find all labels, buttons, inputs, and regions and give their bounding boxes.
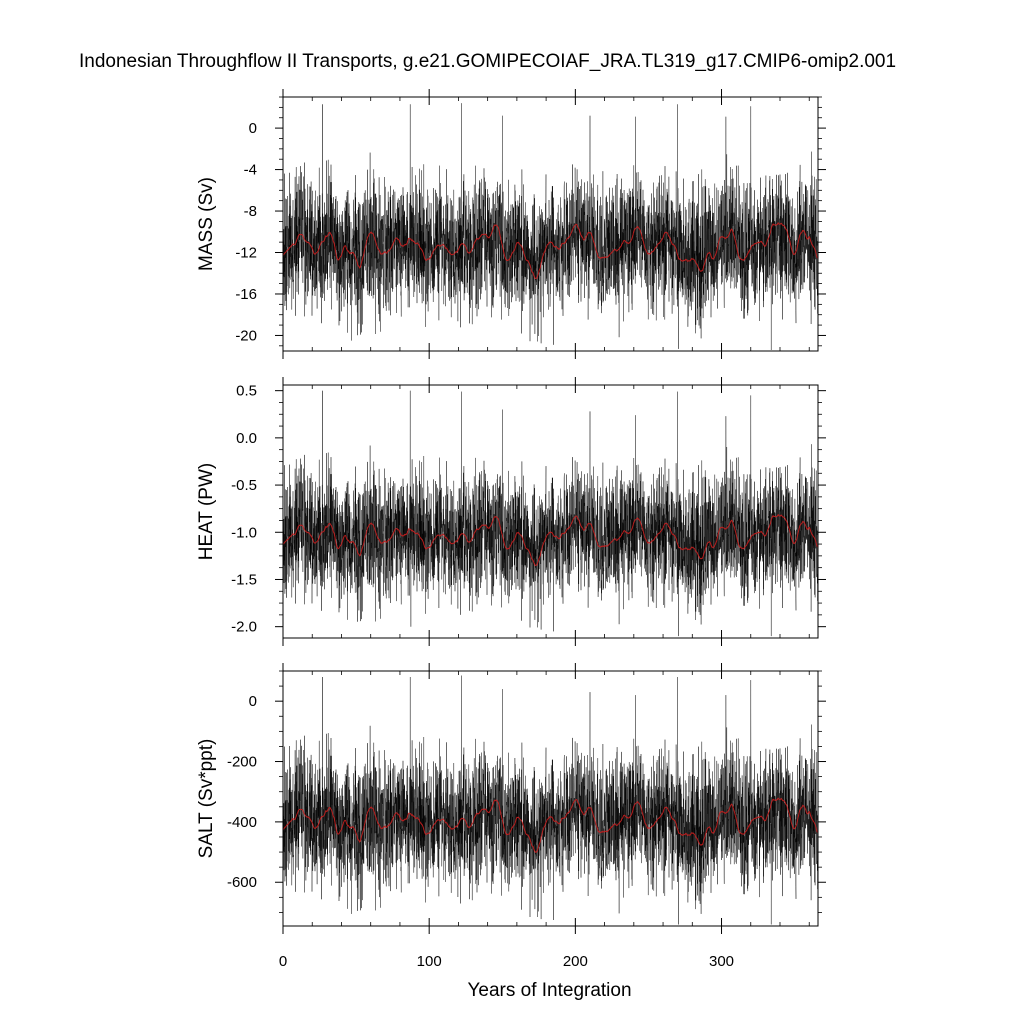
raw-series-line [282, 675, 819, 925]
chart-panel-2: 0.5 0.0 -0.5 -1.0 -1.5 -2.0 HEAT (PW) [196, 377, 826, 646]
y-tick-label: -4 [244, 162, 257, 179]
y-tick-label: -400 [227, 814, 257, 831]
y-tick-label: 0.0 [236, 430, 257, 447]
y-tick-label: -1.0 [231, 524, 257, 541]
y-tick-label: -20 [235, 327, 257, 344]
y-tick-label: -16 [235, 286, 257, 303]
y-tick-label: -0.5 [231, 477, 257, 494]
chart-panel-3: 0 -200 -400 -600 0 100 200 300 SALT (Sv*ppt) Year… [196, 663, 826, 1001]
smoothed-series-line [282, 797, 819, 853]
x-tick-label: 0 [279, 953, 287, 970]
y-tick-label: -8 [244, 203, 257, 220]
y-tick-label: -1.5 [231, 571, 257, 588]
x-tick-label: 100 [417, 953, 442, 970]
raw-series-line [282, 390, 819, 637]
y-tick-label: -600 [227, 874, 257, 891]
smoothed-series-line [283, 513, 819, 567]
x-tick-label: 300 [709, 953, 734, 970]
smoothed-series-line [283, 222, 819, 280]
y-tick-label: -12 [235, 245, 257, 262]
x-axis-label: Years of Integration [467, 980, 631, 1001]
chart-title: Indonesian Throughflow II Transports, g.… [79, 51, 896, 72]
x-tick-label: 200 [563, 953, 588, 970]
plot-frame [282, 96, 819, 352]
y-tick-label: 0 [249, 120, 257, 137]
y-axis-label: HEAT (PW) [196, 463, 217, 560]
raw-series-line [282, 103, 819, 351]
y-tick-label: -200 [227, 754, 257, 771]
chart-panel-1: 0 -4 -8 -12 -16 -20 MASS (Sv) [196, 89, 826, 359]
y-tick-label: -2.0 [231, 619, 257, 636]
plot-frame [282, 670, 819, 927]
plot-frame [282, 384, 819, 639]
y-tick-label: 0.5 [236, 383, 257, 400]
panels: 0 -4 -8 -12 -16 -20 MASS (Sv) 0.5 0.0 -0.5 -1.0 -1.… [196, 89, 826, 1001]
y-axis-label: MASS (Sv) [196, 177, 217, 271]
y-axis-label: SALT (Sv*ppt) [196, 739, 217, 859]
y-tick-label: 0 [249, 693, 257, 710]
